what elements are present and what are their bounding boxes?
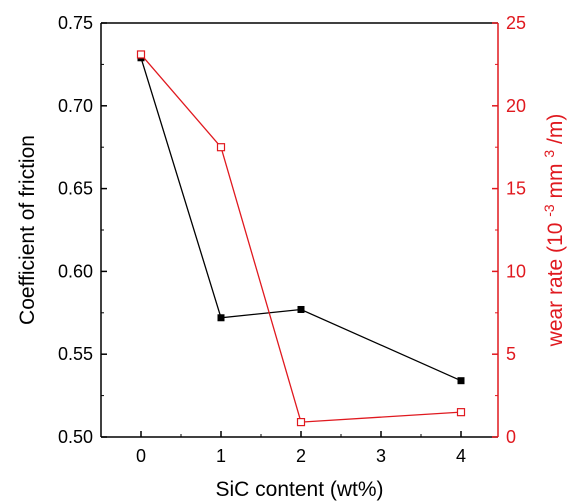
- friction-series-line: [140, 57, 462, 382]
- x-axis-title: SiC content (wt%): [215, 478, 383, 501]
- x-tick-label: 3: [376, 446, 386, 466]
- ticks: 0 1 2 3 4 0.50 0.55 0.60 0.65 0.70 0.75 0 5 10 15 20 25: [58, 13, 526, 466]
- wear-rate-series-line: [140, 54, 462, 423]
- friction-point: [217, 314, 225, 322]
- y2-tick-label: 10: [506, 261, 526, 281]
- x-tick-label: 2: [296, 446, 306, 466]
- y2-title-prefix: wear rate (10: [544, 223, 567, 348]
- y-tick-label: 0.50: [58, 427, 93, 447]
- y2-tick-label: 15: [506, 179, 526, 199]
- y2-axis-title: wear rate (10 -3 mm 3 /m): [536, 114, 567, 348]
- x-tick-label: 1: [216, 446, 226, 466]
- friction-point: [297, 305, 305, 313]
- y-tick-label: 0.75: [58, 13, 93, 33]
- series: [136, 50, 466, 427]
- friction-point: [457, 377, 465, 385]
- y-tick-label: 0.65: [58, 179, 93, 199]
- x-tick-label: 0: [136, 446, 146, 466]
- y2-title-mid: mm: [544, 163, 567, 198]
- y2-tick-label: 0: [506, 427, 516, 447]
- wear-rate-point: [216, 143, 226, 152]
- y2-title-sup: -3: [541, 204, 557, 217]
- y2-tick-label: 5: [506, 344, 516, 364]
- y-tick-label: 0.70: [58, 96, 93, 116]
- y-tick-label: 0.60: [58, 261, 93, 281]
- wear-rate-point: [136, 50, 146, 59]
- y-tick-label: 0.55: [58, 344, 93, 364]
- x-tick-label: 4: [456, 446, 466, 466]
- y2-title-suffix: /m): [544, 114, 567, 144]
- y2-tick-label: 20: [506, 96, 526, 116]
- wear-rate-point: [296, 417, 306, 427]
- axes: [100, 22, 499, 438]
- wear-rate-point: [456, 408, 466, 417]
- y2-title-sup2: 3: [541, 150, 557, 158]
- y2-tick-label: 25: [506, 13, 526, 33]
- y-axis-title: Coefficient of friction: [16, 135, 39, 325]
